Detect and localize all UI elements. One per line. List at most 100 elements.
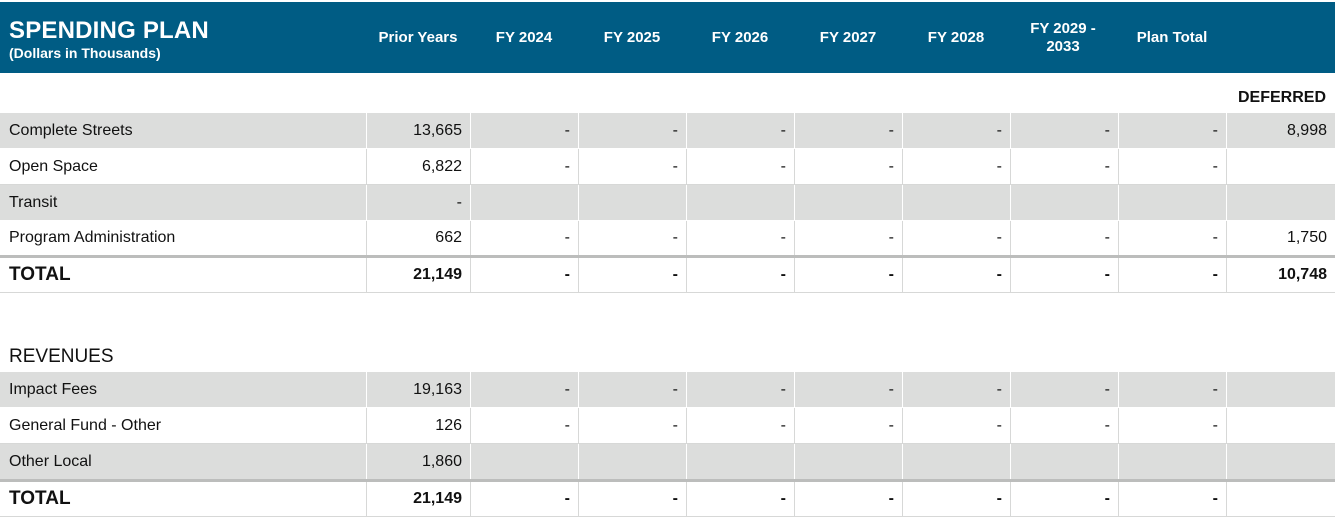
cell-fy2029-2033: -	[1010, 372, 1118, 407]
cell-fy2025	[578, 444, 686, 479]
column-header-prior-years: Prior Years	[378, 28, 458, 46]
cell-fy2024: -	[470, 149, 578, 184]
revenues-total-row: TOTAL 21,149 - - - - - - -	[0, 479, 1335, 517]
table-row: Program Administration 662 - - - - - - -…	[0, 221, 1335, 255]
cell-deferred	[1226, 372, 1335, 407]
table-row: Open Space 6,822 - - - - - - -	[0, 149, 1335, 185]
cell-fy2029-2033: -	[1010, 482, 1118, 516]
row-label: General Fund - Other	[9, 416, 162, 434]
row-label: Complete Streets	[9, 121, 133, 139]
cell-prior-years: 21,149	[366, 258, 470, 292]
cell-fy2027: -	[794, 149, 902, 184]
cell-deferred	[1226, 482, 1335, 516]
cell-fy2025: -	[578, 113, 686, 148]
table-row: Other Local 1,860	[0, 444, 1335, 479]
column-header-fy2028: FY 2028	[927, 28, 985, 46]
cell-fy2028: -	[902, 149, 1010, 184]
table-row: General Fund - Other 126 - - - - - - -	[0, 408, 1335, 444]
column-header-fy2026: FY 2026	[711, 28, 769, 46]
cell-fy2028	[902, 185, 1010, 220]
cell-fy2027: -	[794, 113, 902, 148]
cell-fy2026	[686, 444, 794, 479]
cell-fy2029-2033	[1010, 185, 1118, 220]
cell-fy2029-2033: -	[1010, 221, 1118, 255]
cell-fy2026: -	[686, 408, 794, 443]
row-label: Open Space	[9, 157, 98, 175]
cell-fy2029-2033: -	[1010, 149, 1118, 184]
cell-fy2026: -	[686, 372, 794, 407]
column-header-plan-total: Plan Total	[1136, 28, 1208, 46]
cell-fy2024: -	[470, 482, 578, 516]
cell-fy2025: -	[578, 408, 686, 443]
cell-fy2026	[686, 185, 794, 220]
cell-plan-total: -	[1118, 482, 1226, 516]
cell-fy2024: -	[470, 408, 578, 443]
cell-fy2029-2033: -	[1010, 408, 1118, 443]
cell-fy2027: -	[794, 408, 902, 443]
cell-fy2025: -	[578, 482, 686, 516]
column-header-fy2029-2033: FY 2029 - 2033	[1030, 19, 1096, 55]
page-title: SPENDING PLAN	[9, 17, 209, 44]
cell-deferred: 10,748	[1226, 258, 1335, 292]
column-header-fy2027: FY 2027	[819, 28, 877, 46]
cell-fy2029-2033	[1010, 444, 1118, 479]
cell-fy2027: -	[794, 258, 902, 292]
row-label: Transit	[9, 193, 58, 211]
cell-prior-years: -	[366, 185, 470, 220]
total-label: TOTAL	[9, 264, 71, 285]
column-header-fy2024: FY 2024	[495, 28, 553, 46]
cell-fy2026: -	[686, 149, 794, 184]
cell-fy2028: -	[902, 258, 1010, 292]
cell-prior-years: 6,822	[366, 149, 470, 184]
cell-fy2027	[794, 444, 902, 479]
column-header-fy2025: FY 2025	[603, 28, 661, 46]
cell-prior-years: 126	[366, 408, 470, 443]
cell-plan-total	[1118, 185, 1226, 220]
table-row: Transit -	[0, 185, 1335, 221]
page-subtitle: (Dollars in Thousands)	[9, 45, 161, 61]
row-label: Other Local	[9, 452, 92, 470]
cell-fy2029-2033: -	[1010, 258, 1118, 292]
cell-fy2024	[470, 185, 578, 220]
total-label: TOTAL	[9, 488, 71, 509]
cell-fy2024: -	[470, 221, 578, 255]
cell-fy2025: -	[578, 149, 686, 184]
cell-plan-total: -	[1118, 258, 1226, 292]
cell-fy2026: -	[686, 482, 794, 516]
deferred-column-label: DEFERRED	[1237, 89, 1326, 106]
cell-fy2024: -	[470, 113, 578, 148]
cell-fy2025: -	[578, 221, 686, 255]
cell-fy2028: -	[902, 113, 1010, 148]
cell-fy2026: -	[686, 221, 794, 255]
row-label: Impact Fees	[9, 380, 98, 398]
cell-prior-years: 13,665	[366, 113, 470, 148]
row-label: Program Administration	[9, 229, 176, 246]
cell-fy2027: -	[794, 372, 902, 407]
cell-fy2027: -	[794, 482, 902, 516]
cell-fy2028: -	[902, 372, 1010, 407]
cell-fy2026: -	[686, 258, 794, 292]
cell-prior-years: 19,163	[366, 372, 470, 407]
cell-plan-total: -	[1118, 372, 1226, 407]
cell-deferred	[1226, 408, 1335, 443]
cell-fy2025: -	[578, 372, 686, 407]
cell-plan-total: -	[1118, 113, 1226, 148]
cell-fy2028	[902, 444, 1010, 479]
cell-fy2029-2033: -	[1010, 113, 1118, 148]
cell-fy2026: -	[686, 113, 794, 148]
cell-fy2027	[794, 185, 902, 220]
cell-plan-total	[1118, 444, 1226, 479]
cell-fy2024: -	[470, 372, 578, 407]
cell-deferred	[1226, 149, 1335, 184]
cell-plan-total: -	[1118, 221, 1226, 255]
spending-total-row: TOTAL 21,149 - - - - - - - 10,748	[0, 255, 1335, 293]
revenues-heading: REVENUES	[9, 346, 114, 367]
spending-plan-header: SPENDING PLAN (Dollars in Thousands) Pri…	[0, 2, 1335, 73]
cell-prior-years: 662	[366, 221, 470, 255]
cell-deferred: 1,750	[1226, 221, 1335, 255]
cell-fy2024: -	[470, 258, 578, 292]
cell-fy2028: -	[902, 482, 1010, 516]
cell-fy2025: -	[578, 258, 686, 292]
cell-deferred: 8,998	[1226, 113, 1335, 148]
cell-plan-total: -	[1118, 408, 1226, 443]
